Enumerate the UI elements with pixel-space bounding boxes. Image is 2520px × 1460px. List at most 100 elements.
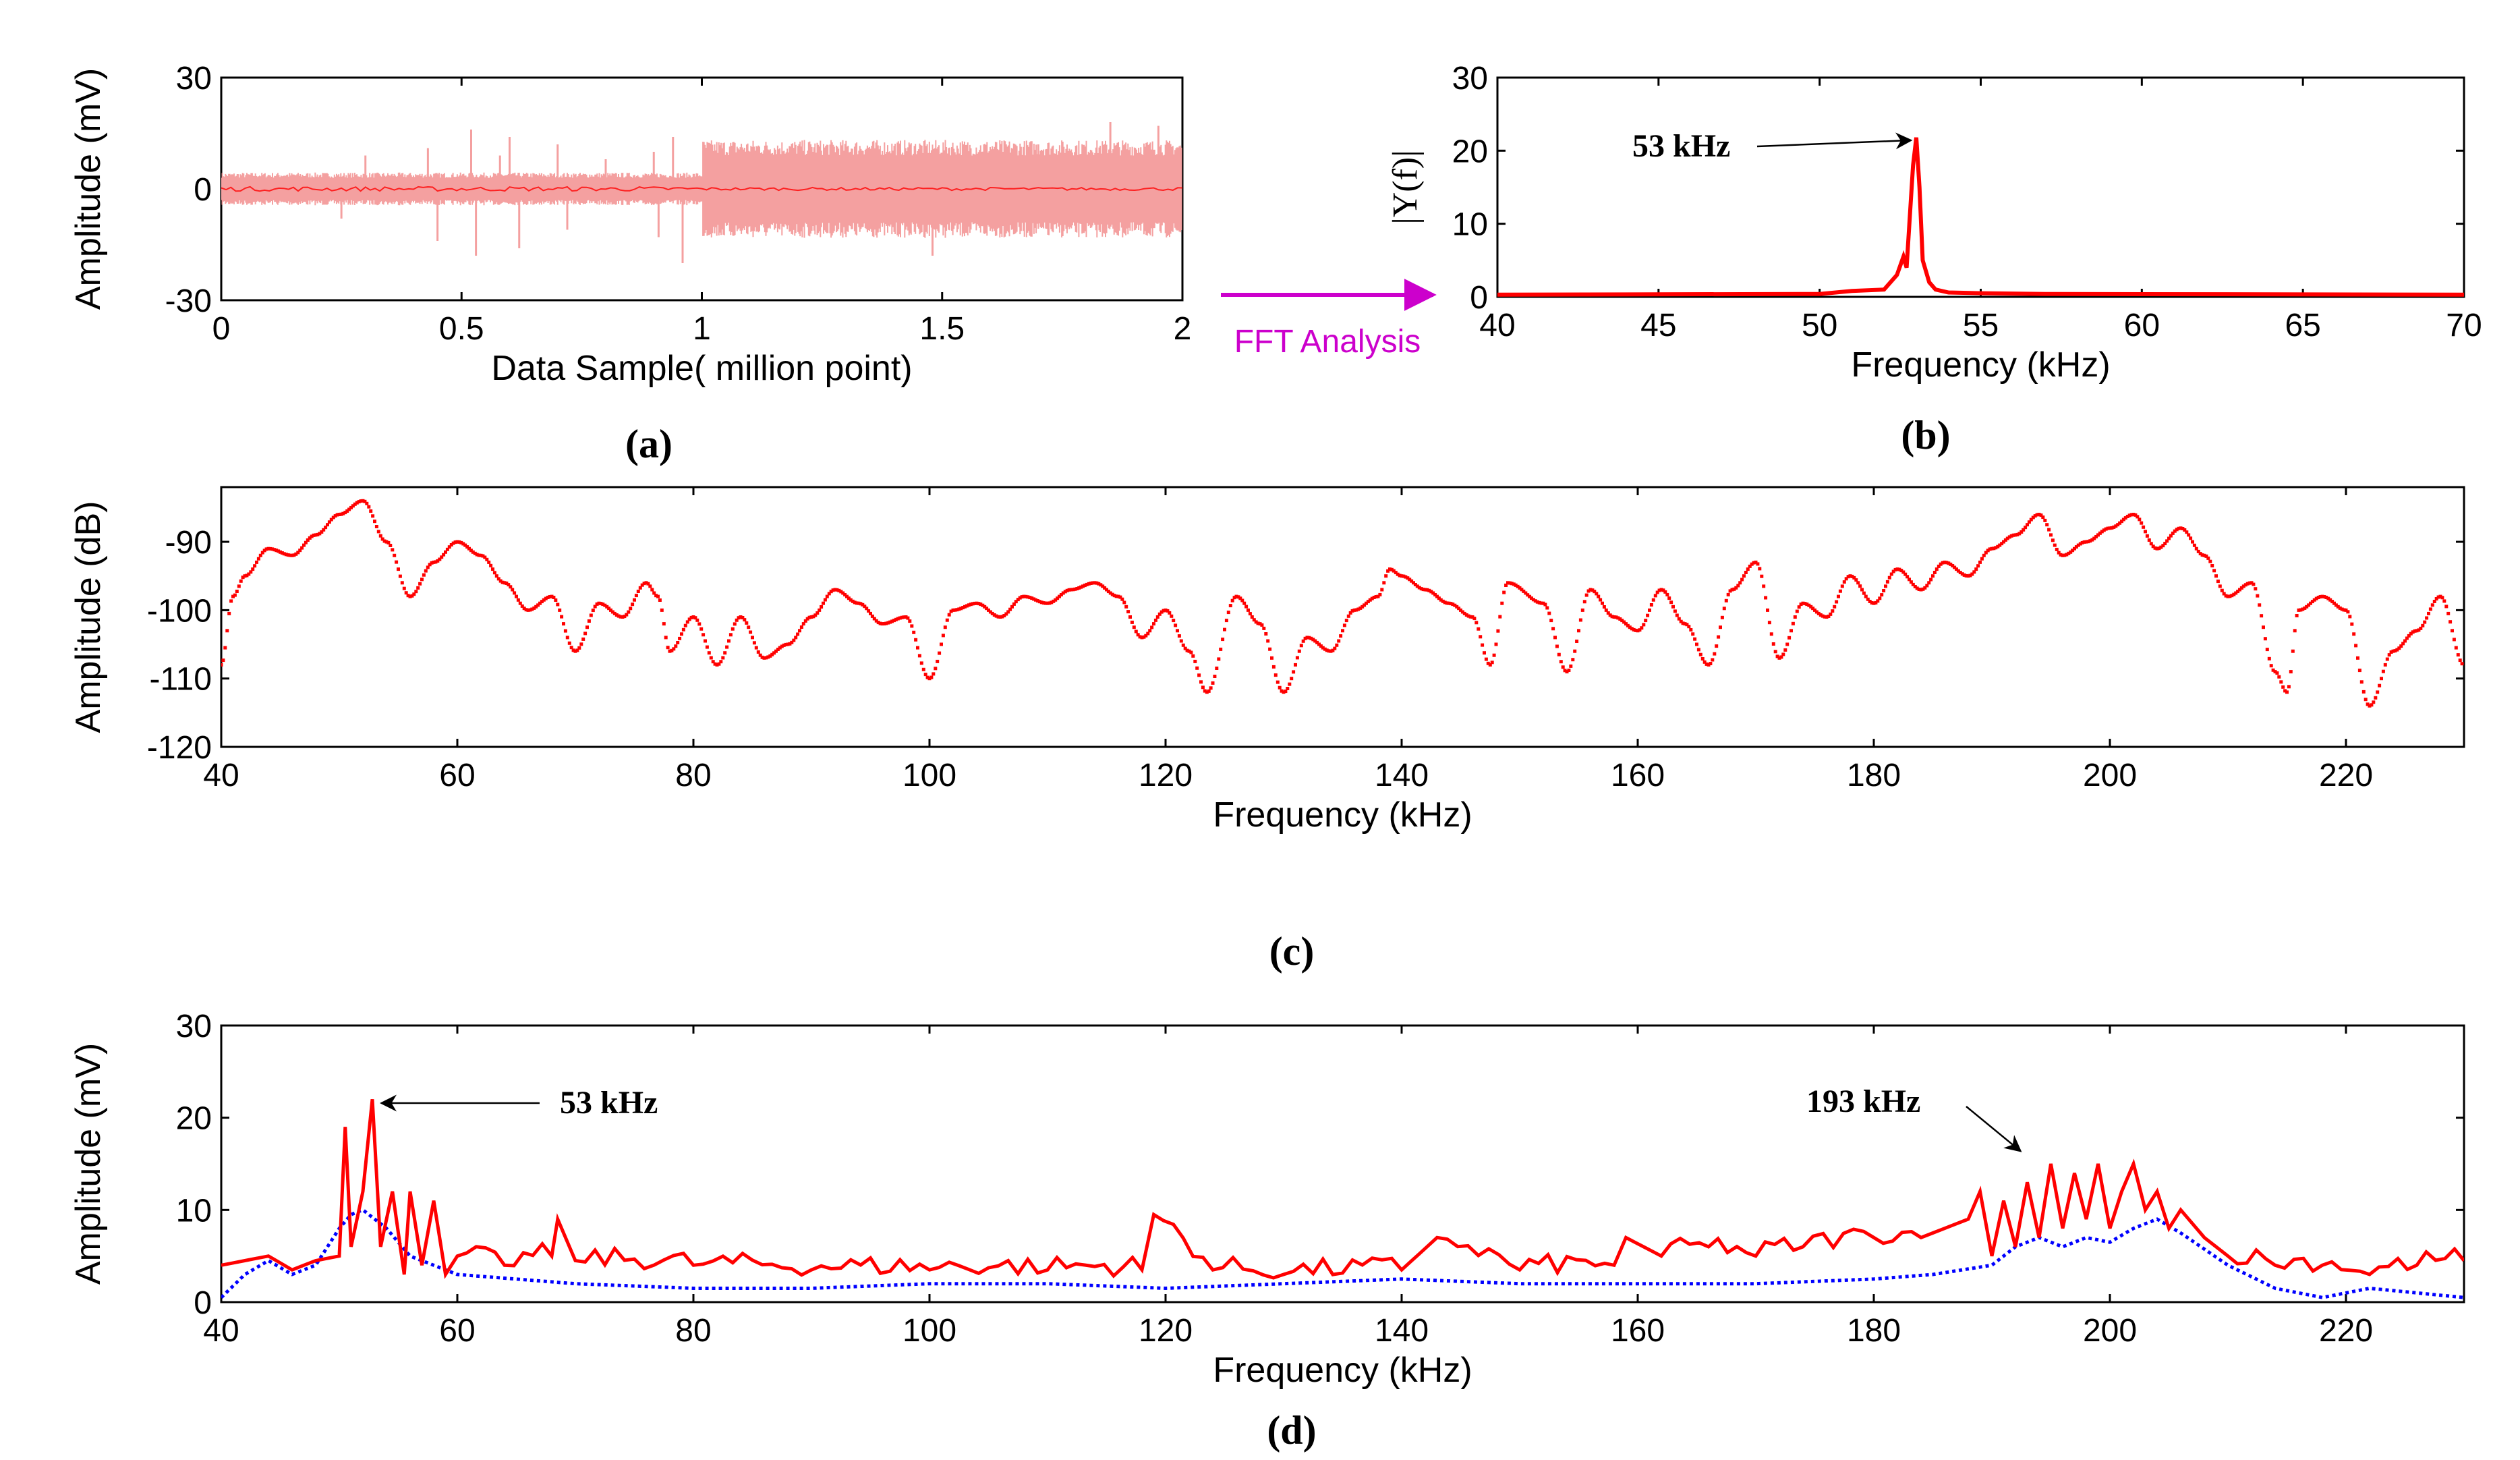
- data-point: [855, 601, 859, 605]
- data-point: [1095, 581, 1099, 585]
- data-point: [540, 600, 544, 604]
- data-point: [355, 501, 359, 505]
- data-point: [2108, 526, 2112, 530]
- data-point: [2212, 569, 2216, 573]
- data-point: [2142, 525, 2146, 529]
- data-point: [1423, 588, 1427, 592]
- data-point: [1504, 584, 1508, 587]
- data-point: [2165, 539, 2169, 543]
- data-point: [2005, 536, 2009, 540]
- data-point: [1299, 644, 1303, 648]
- data-point: [1586, 589, 1591, 593]
- data-point: [1943, 560, 1947, 564]
- data-point: [1854, 578, 1858, 582]
- data-point: [668, 649, 672, 653]
- data-point: [2458, 658, 2462, 663]
- data-point: [1290, 677, 1294, 681]
- data-point: [459, 540, 463, 544]
- data-point: [1361, 605, 1365, 609]
- data-point: [1976, 564, 1980, 568]
- x-tick-label: 1: [693, 311, 711, 347]
- data-point: [2442, 599, 2446, 603]
- annotation-53khz: 53 kHz: [1632, 128, 1730, 164]
- data-point: [262, 549, 266, 553]
- data-point: [975, 601, 979, 605]
- data-point: [756, 650, 760, 654]
- data-point: [2432, 600, 2436, 603]
- data-point: [2031, 515, 2035, 520]
- data-point: [1726, 592, 1730, 596]
- data-point: [1016, 598, 1020, 602]
- data-point: [526, 608, 530, 612]
- data-point: [1386, 569, 1390, 573]
- data-point: [723, 651, 727, 655]
- data-point: [822, 601, 825, 605]
- data-point: [2381, 669, 2385, 673]
- x-tick-label: 160: [1611, 758, 1665, 793]
- data-point: [1791, 621, 1795, 625]
- data-point: [1344, 619, 1348, 623]
- data-point: [1162, 609, 1166, 613]
- data-point: [306, 538, 310, 542]
- data-point: [1927, 581, 1931, 585]
- data-point: [1396, 572, 1400, 576]
- data-point: [612, 611, 617, 615]
- data-point: [2366, 702, 2370, 706]
- data-point: [1750, 562, 1754, 566]
- data-point: [2059, 553, 2063, 557]
- data-point: [1179, 639, 1183, 643]
- data-point: [857, 601, 861, 605]
- data-point: [536, 603, 540, 607]
- data-point: [2357, 669, 2361, 673]
- data-point: [1273, 673, 1278, 677]
- data-point: [2428, 607, 2432, 611]
- data-point: [1775, 654, 1779, 658]
- data-point: [475, 553, 479, 557]
- data-point: [2000, 542, 2004, 546]
- data-point: [2047, 528, 2051, 532]
- data-point: [1756, 562, 1760, 566]
- data-point: [426, 565, 430, 569]
- data-point: [2157, 546, 2161, 551]
- x-tick-label: 100: [903, 1313, 956, 1349]
- data-point: [380, 537, 384, 541]
- data-point: [1533, 599, 1537, 603]
- data-point: [2415, 629, 2419, 633]
- data-point: [2051, 538, 2055, 542]
- data-point: [2185, 530, 2189, 534]
- data-point: [1093, 581, 1097, 585]
- data-point: [2421, 623, 2425, 627]
- data-point: [1582, 600, 1586, 604]
- data-point: [1630, 627, 1634, 631]
- data-point: [707, 651, 711, 655]
- data-point: [1760, 574, 1764, 578]
- data-point: [384, 540, 389, 544]
- data-point: [896, 617, 900, 621]
- data-point: [1170, 614, 1174, 618]
- data-point: [908, 619, 912, 623]
- data-point: [2181, 527, 2185, 530]
- data-point: [890, 619, 894, 623]
- data-point: [809, 615, 813, 619]
- data-point: [1980, 557, 1984, 561]
- y-tick-label: 20: [176, 1101, 212, 1137]
- data-point: [1565, 670, 1569, 674]
- data-point: [397, 567, 400, 571]
- data-point: [479, 553, 483, 557]
- data-point: [491, 567, 494, 571]
- data-point: [689, 615, 693, 619]
- data-point: [1449, 602, 1453, 606]
- data-point: [1518, 586, 1522, 590]
- data-point: [1191, 654, 1195, 658]
- data-point: [376, 530, 380, 534]
- data-point: [1695, 642, 1698, 646]
- data-point: [1301, 639, 1305, 643]
- data-point: [1118, 595, 1122, 599]
- data-point: [983, 605, 987, 609]
- data-point: [1996, 544, 2000, 549]
- data-point: [1350, 609, 1354, 613]
- data-point: [1325, 648, 1329, 652]
- data-point: [945, 618, 949, 622]
- data-point: [1437, 596, 1441, 600]
- data-point: [2092, 536, 2096, 540]
